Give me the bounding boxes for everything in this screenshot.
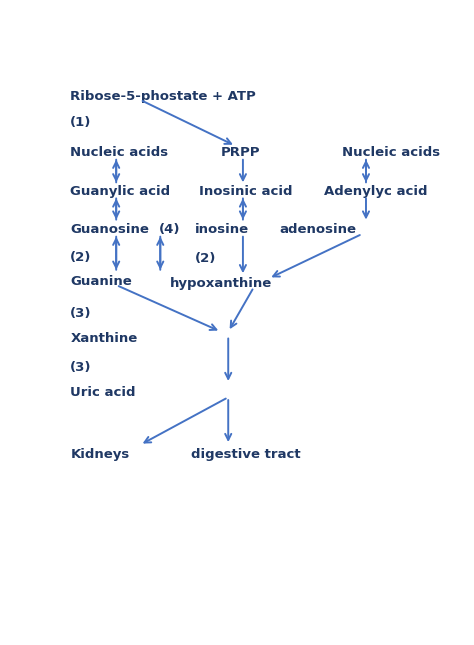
Text: inosine: inosine [195, 223, 249, 236]
Text: digestive tract: digestive tract [191, 448, 301, 461]
Text: hypoxanthine: hypoxanthine [169, 277, 272, 290]
Text: Xanthine: Xanthine [70, 332, 137, 344]
Text: Guanylic acid: Guanylic acid [70, 185, 170, 198]
Text: (4): (4) [158, 223, 180, 236]
Text: Guanine: Guanine [70, 275, 132, 288]
Text: (3): (3) [70, 307, 92, 320]
Text: Nucleic acids: Nucleic acids [70, 146, 168, 159]
Text: (3): (3) [70, 361, 92, 375]
Text: (2): (2) [70, 251, 91, 264]
Text: (2): (2) [195, 252, 217, 265]
Text: Ribose-5-phostate + ATP: Ribose-5-phostate + ATP [70, 90, 256, 103]
Text: Inosinic acid: Inosinic acid [199, 185, 292, 198]
Text: Adenylyc acid: Adenylyc acid [324, 185, 427, 198]
Text: Guanosine: Guanosine [70, 223, 149, 236]
Text: Nucleic acids: Nucleic acids [342, 146, 440, 159]
Text: adenosine: adenosine [280, 223, 356, 236]
Text: PRPP: PRPP [221, 146, 260, 159]
Text: (1): (1) [70, 115, 91, 128]
Text: Kidneys: Kidneys [70, 448, 129, 461]
Text: Uric acid: Uric acid [70, 386, 136, 399]
